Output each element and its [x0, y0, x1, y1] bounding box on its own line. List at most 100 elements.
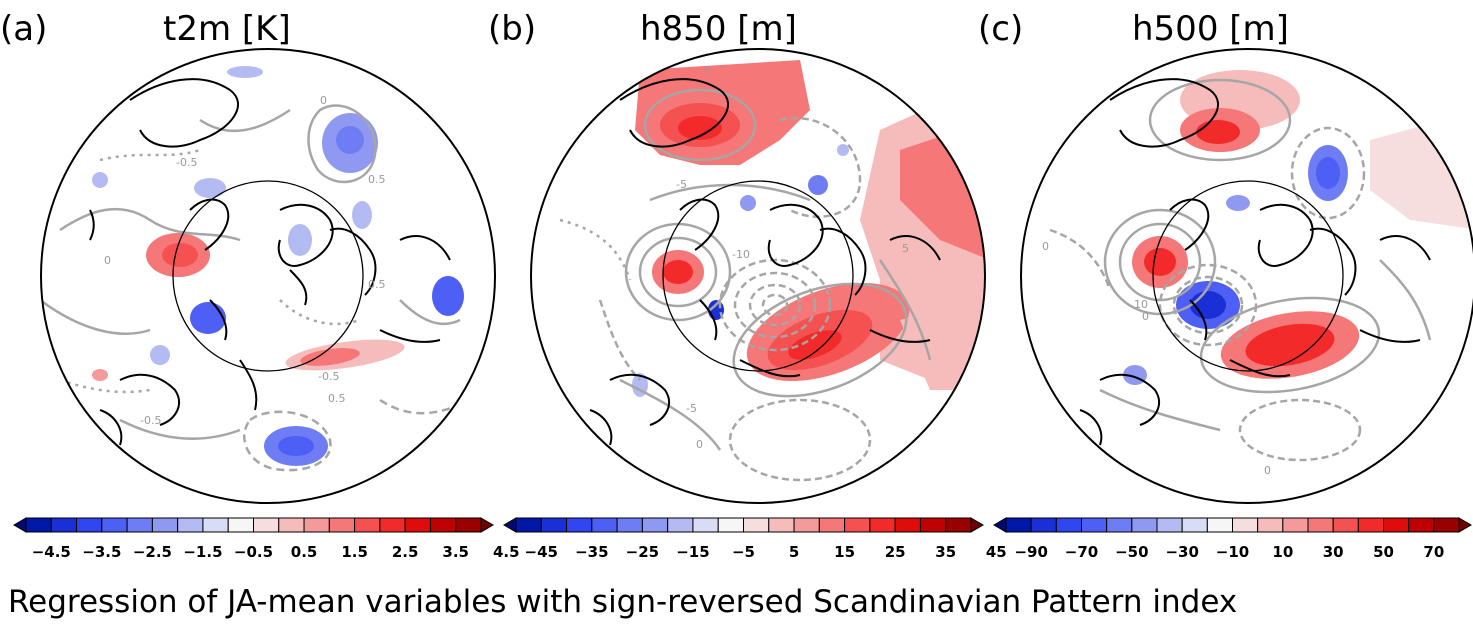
- colorbar-tick-label: 15: [834, 543, 855, 561]
- panel-letter-b: (b): [488, 9, 536, 49]
- shading-b: [632, 60, 985, 397]
- colorbar-tick-label: 10: [1272, 543, 1293, 561]
- colorbar-tick-label: 30: [1323, 543, 1344, 561]
- contour-label-b: -5: [686, 402, 697, 415]
- colorbar-box: [227, 517, 255, 533]
- colorbar-box: [945, 517, 972, 533]
- colorbar-box: [818, 517, 846, 533]
- colorbar-box: [1357, 517, 1385, 533]
- map-border-c: [1020, 48, 1473, 504]
- colorbar-box: [1206, 517, 1234, 533]
- colorbar-box: [404, 517, 431, 533]
- colorbar-box: [1156, 517, 1183, 533]
- figure-title: Regression of JA-mean variables with sig…: [8, 584, 1237, 620]
- colorbar-tick-label: 70: [1423, 543, 1444, 561]
- colorbar-box: [1383, 517, 1410, 533]
- colorbar-box: [692, 517, 719, 533]
- contour-label-b: -10: [732, 248, 750, 261]
- panel-letter-c: (c): [978, 9, 1023, 49]
- colorbar-tick-label: 3.5: [442, 543, 469, 561]
- colorbar-tick-label: −35: [575, 543, 608, 561]
- colorbar-extend-high: [1458, 517, 1472, 533]
- colorbar-tick-label: −10: [1216, 543, 1249, 561]
- panel-title-a: t2m [K]: [163, 9, 291, 49]
- colorbar-box: [793, 517, 820, 533]
- contour-label-a: 0: [320, 94, 327, 107]
- panel-title-c: h500 [m]: [1132, 9, 1289, 49]
- map-border-b: [530, 48, 986, 504]
- coastlines-a: [89, 78, 451, 446]
- colorbar-tick-label: −25: [626, 543, 659, 561]
- colorbar-box: [1030, 517, 1057, 533]
- colorbar-box: [50, 517, 78, 533]
- contour-label-c: 10: [1134, 298, 1148, 311]
- colorbar-box: [540, 517, 568, 533]
- colorbar-box: [101, 517, 128, 533]
- colorbar-box: [566, 517, 593, 533]
- colorbar-box: [1307, 517, 1334, 533]
- colorbar-box: [515, 517, 542, 533]
- colorbar-box: [869, 517, 896, 533]
- colorbar-c: −90−70−50−30−101030507090: [993, 517, 1472, 561]
- colorbar-tick-label: −70: [1065, 543, 1098, 561]
- contour-label-b: 5: [902, 242, 909, 255]
- contour-label-c: 0: [1042, 240, 1049, 253]
- colorbar-box: [1081, 517, 1108, 533]
- colorbar-tick-label: 1.5: [341, 543, 368, 561]
- colorbar-box: [1282, 517, 1309, 533]
- colorbar-tick-label: −15: [676, 543, 709, 561]
- colorbar-box: [1232, 517, 1259, 533]
- colorbar-box: [1181, 517, 1208, 533]
- colorbar-tick-label: −3.5: [82, 543, 121, 561]
- colorbar-a: −4.5 −3.5 −2.5 −1.5 −0.5 0.5 1.5 2.5 3.5 4.5: [13, 517, 520, 561]
- shading-c: [1123, 70, 1473, 385]
- colorbar-box: [354, 517, 381, 533]
- contours-c: [1049, 78, 1432, 462]
- contour-label-a: -0.5: [176, 156, 197, 169]
- colorbar-tick-label: −1.5: [183, 543, 222, 561]
- colorbar-box: [616, 517, 643, 533]
- contours-a: [41, 104, 471, 472]
- colorbar-b: −45 −35 −25 −15 −5 5 15 25 35 45: [503, 517, 1007, 561]
- map-a: 0 0.5 -0.5 0.5 -0.5 0.5 0 -0.5: [41, 66, 490, 472]
- colorbar-tick-label: −90: [1014, 543, 1047, 561]
- colorbar-tick-label: 0.5: [291, 543, 318, 561]
- contour-label-b: 5: [704, 64, 711, 77]
- colorbar-box: [1131, 517, 1158, 533]
- colorbar-box: [919, 517, 947, 533]
- colorbars: −4.5 −3.5 −2.5 −1.5 −0.5 0.5 1.5 2.5 3.5 4.5 −45 −3…: [13, 517, 1472, 561]
- contour-label-a: -0.5: [318, 370, 339, 383]
- latitude-circle-c: [1152, 180, 1344, 372]
- colorbar-extend-low: [13, 517, 27, 533]
- colorbar-box: [1005, 517, 1032, 533]
- contour-label-b: -5: [676, 178, 687, 191]
- contour-label-a: 0.5: [368, 173, 386, 186]
- contour-label-b: 0: [696, 438, 703, 451]
- colorbar-tick-label: −30: [1165, 543, 1198, 561]
- panel-c: (c) h500 [m]: [978, 9, 1473, 504]
- colorbar-extend-high: [480, 517, 494, 533]
- colorbar-extend-low: [993, 517, 1007, 533]
- colorbar-tick-label: 35: [935, 543, 956, 561]
- colorbar-tick-label: 25: [885, 543, 906, 561]
- contour-label-a: 0: [104, 254, 111, 267]
- colorbar-box: [743, 517, 770, 533]
- colorbar-tick-label: −0.5: [234, 543, 273, 561]
- colorbar-box: [667, 517, 694, 533]
- contour-label-c: 0: [1142, 310, 1149, 323]
- colorbar-box: [1408, 517, 1435, 533]
- colorbar-tick-label: 2.5: [392, 543, 419, 561]
- colorbar-box: [844, 517, 871, 533]
- coastlines-b: [589, 78, 941, 446]
- colorbar-tick-label: −2.5: [133, 543, 172, 561]
- colorbar-box: [76, 517, 103, 533]
- panel-b: (b) h850 [m]: [488, 9, 986, 504]
- latitude-circle-a: [172, 180, 364, 372]
- colorbar-box: [1106, 517, 1133, 533]
- map-border-a: [40, 48, 496, 504]
- coastlines-c: [1079, 78, 1431, 446]
- panel-letter-a: (a): [0, 9, 47, 49]
- colorbar-box: [379, 517, 406, 533]
- colorbar-box: [1055, 517, 1083, 533]
